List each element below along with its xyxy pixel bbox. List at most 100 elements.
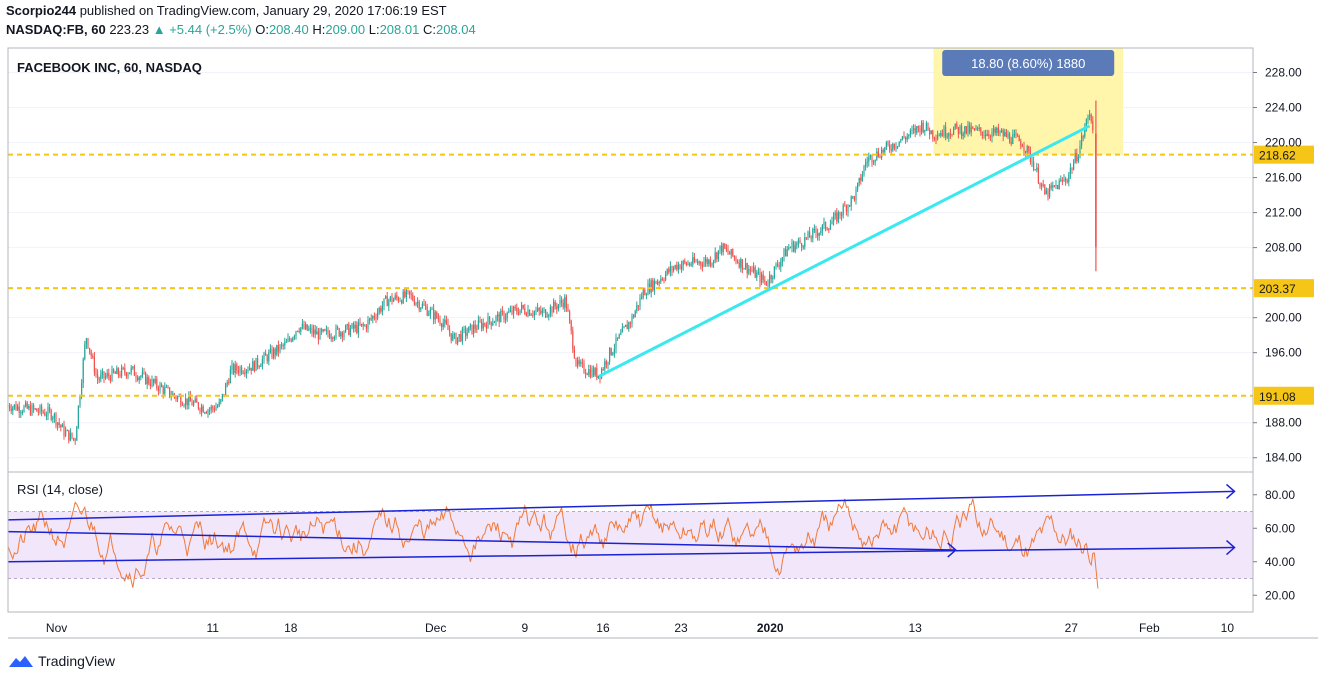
candle-body-213 (348, 324, 350, 335)
candle-body-109 (181, 404, 183, 406)
candle-body-510 (823, 221, 825, 225)
candle-body-153 (252, 361, 254, 371)
candle-body-674 (1085, 119, 1087, 129)
candle-body-172 (282, 344, 284, 346)
candle-body-538 (868, 157, 870, 162)
candle-body-178 (292, 337, 294, 342)
candle-body-470 (759, 271, 761, 283)
candle-body-593 (956, 123, 958, 128)
candle-body-576 (929, 130, 931, 135)
candle-body-346 (561, 300, 563, 303)
candle-body-118 (196, 398, 198, 403)
candle-body-277 (450, 333, 452, 341)
price-tick-5: 208.00 (1265, 241, 1302, 255)
tradingview-footer[interactable]: TradingView (8, 653, 115, 669)
candle-body-621 (1001, 130, 1003, 132)
price-tick-6: 200.00 (1265, 311, 1302, 325)
candle-body-283 (460, 334, 462, 342)
candle-body-579 (933, 137, 935, 139)
candle-body-448 (724, 243, 726, 249)
candle-body-645 (1039, 183, 1041, 187)
candle-body-200 (327, 329, 329, 334)
candle-body-625 (1007, 133, 1009, 137)
candle-body-141 (233, 364, 235, 374)
candle-body-263 (428, 313, 430, 316)
candle-body-51 (89, 347, 91, 352)
candle-body-500 (807, 231, 809, 239)
candle-body-391 (633, 315, 635, 318)
candle-body-187 (306, 324, 308, 331)
candle-body-460 (743, 268, 745, 270)
candle-body-216 (353, 323, 355, 329)
candle-body-445 (719, 245, 721, 251)
candle-body-321 (521, 305, 523, 310)
candle-body-59 (101, 371, 103, 375)
candle-body-444 (717, 250, 719, 260)
candle-body-1 (9, 405, 11, 409)
candle-body-584 (941, 133, 943, 137)
candle-body-189 (309, 327, 311, 330)
candle-body-247 (402, 291, 404, 304)
candle-body-550 (887, 142, 889, 145)
candle-body-203 (332, 337, 334, 339)
candle-body-495 (799, 240, 801, 244)
candle-body-553 (892, 143, 894, 151)
candle-body-312 (506, 312, 508, 318)
candle-body-298 (484, 323, 486, 325)
candle-body-513 (828, 229, 830, 231)
candle-body-279 (453, 333, 455, 335)
candle-body-82 (138, 377, 140, 381)
candle-body-629 (1013, 133, 1015, 135)
candle-body-61 (105, 376, 107, 378)
level-label-2: 191.08 (1259, 390, 1296, 404)
candle-body-81 (137, 377, 139, 381)
candle-body-296 (481, 321, 483, 329)
candle-body-562 (906, 136, 908, 140)
candle-body-375 (607, 361, 609, 365)
candle-body-76 (129, 372, 131, 374)
candle-body-650 (1047, 190, 1049, 198)
candle-body-44 (77, 405, 79, 427)
candle-body-330 (535, 310, 537, 312)
candle-body-114 (189, 395, 191, 402)
candle-body-416 (673, 267, 675, 271)
candle-body-437 (706, 258, 708, 264)
candle-body-40 (71, 432, 73, 439)
symbol-label: NASDAQ:FB, 60 (6, 22, 106, 37)
candle-body-417 (674, 265, 676, 268)
candle-body-661 (1065, 178, 1067, 181)
candle-body-665 (1071, 168, 1073, 170)
candle-body-421 (681, 265, 683, 270)
candle-body-149 (245, 370, 247, 374)
candle-body-379 (613, 348, 615, 353)
candle-body-558 (900, 139, 902, 142)
candle-body-349 (565, 296, 567, 309)
candle-body-564 (909, 130, 911, 135)
candle-body-302 (490, 321, 492, 326)
candle-body-185 (303, 324, 305, 329)
candle-body-280 (455, 333, 457, 344)
candle-body-432 (698, 261, 700, 264)
candle-body-223 (364, 325, 366, 327)
candle-body-573 (924, 129, 926, 132)
candle-body-525 (847, 205, 849, 212)
candle-body-454 (733, 255, 735, 258)
publisher-user[interactable]: Scorpio244 (6, 3, 77, 18)
candle-body-320 (519, 309, 521, 315)
candle-body-38 (68, 430, 70, 441)
price-tick-8: 188.00 (1265, 416, 1302, 430)
candle-body-493 (796, 243, 798, 246)
candle-body-317 (514, 306, 516, 308)
candle-body-354 (573, 349, 575, 359)
candle-body-244 (397, 297, 399, 302)
candle-body-519 (837, 211, 839, 222)
candle-body-664 (1069, 168, 1071, 175)
candle-body-43 (76, 426, 78, 441)
candle-body-92 (154, 378, 156, 383)
candle-body-229 (373, 316, 375, 318)
candle-body-308 (500, 310, 502, 323)
candle-body-145 (239, 367, 241, 373)
candle-body-523 (844, 205, 846, 207)
tradingview-logo-icon (9, 656, 33, 667)
